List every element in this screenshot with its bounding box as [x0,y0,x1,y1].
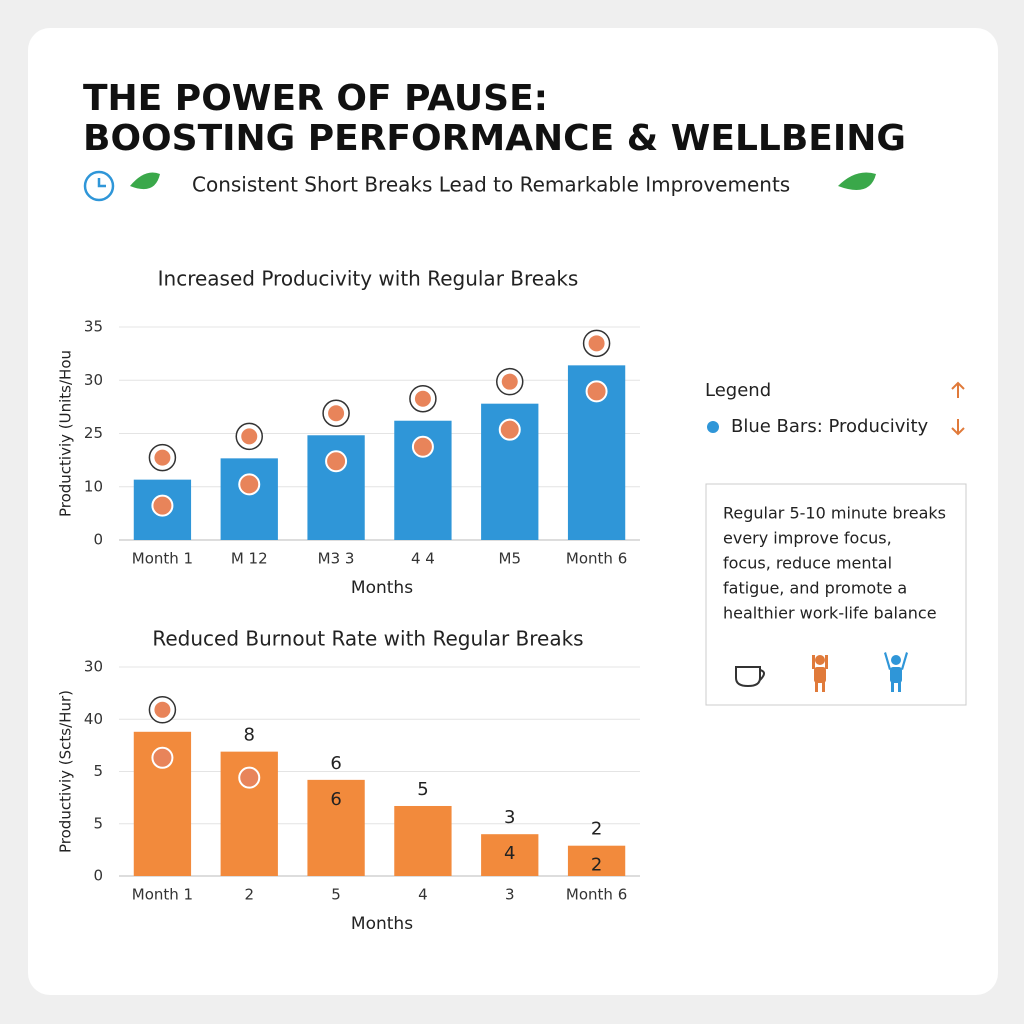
legend-item: Blue Bars: Producivity [731,416,928,437]
y-tick-label: 10 [84,477,103,495]
x-tick-label: Month 1 [132,886,193,904]
brain-icon [501,373,518,390]
note-line: focus, reduce mental [723,554,892,573]
y-tick-label: 0 [93,531,103,549]
y-axis-label: Productiviy (Scts/Hur) [57,690,75,853]
subtitle: Consistent Short Breaks Lead to Remarkab… [192,173,790,197]
title-line: THE POWER OF PAUSE: [83,78,548,119]
note-box [705,483,967,706]
x-axis-label: Months [351,914,413,934]
inner-label: 4 [504,843,515,864]
x-tick-label: 2 [244,886,254,904]
bar [394,805,452,876]
y-tick-label: 25 [84,424,103,442]
bar [567,845,626,876]
bar [481,834,539,876]
x-axis-label: Months [351,578,413,598]
x-tick-label: M3 3 [318,550,355,568]
y-tick-label: 35 [84,318,103,336]
brain-icon [241,428,258,445]
bar-label: 2 [591,819,602,840]
brain-icon [411,435,434,458]
note-line: Regular 5-10 minute breaks [723,504,946,523]
x-tick-label: Month 6 [566,550,627,568]
arrow-up [951,381,965,398]
x-tick-label: M 12 [231,550,268,568]
y-tick-label: 5 [93,814,103,832]
note-line: fatigue, and promote a [723,579,907,598]
brain-icon [151,494,174,517]
x-tick-label: 4 [418,886,428,904]
x-tick-label: Month 1 [132,550,193,568]
bar-label: 8 [244,725,255,746]
cup-icon [735,666,765,688]
brain-icon [414,390,431,407]
legend-swatch [707,421,719,433]
person-icon [884,652,908,692]
arrow-down [951,419,965,436]
leaf-icon [130,172,160,190]
brain-icon [238,766,261,789]
brain-icon [328,405,345,422]
leaf-icon [838,172,876,190]
chart-title: Increased Producivity with Regular Break… [158,267,579,291]
x-tick-label: M5 [499,550,522,568]
y-tick-label: 0 [93,867,103,885]
chart-title: Reduced Burnout Rate with Regular Breaks [152,627,583,651]
brain-icon [238,473,261,496]
bar [220,458,278,540]
bar-label: 6 [330,753,341,774]
note-line: healthier work-life balance [723,604,937,623]
brain-icon [588,335,605,352]
x-tick-label: 4 4 [411,550,435,568]
inner-label: 6 [330,789,341,810]
brain-icon [151,746,174,769]
x-tick-label: 5 [331,886,341,904]
brain-icon [498,418,521,441]
y-tick-label: 30 [84,658,103,676]
bar-label: 3 [504,807,515,828]
y-tick-label: 30 [84,371,103,389]
bar-label: 5 [417,779,428,800]
note-line: every improve focus, [723,529,892,548]
y-tick-label: 5 [93,762,103,780]
x-tick-label: 3 [505,886,515,904]
y-axis-label: Productiviy (Units/Hou [57,350,75,517]
inner-label: 2 [591,855,602,876]
y-tick-label: 40 [84,710,103,728]
bar [307,779,365,876]
title-line: BOOSTING PERFORMANCE & WELLBEING [83,118,906,159]
clock-icon [83,170,115,202]
person-icon [812,655,828,692]
brain-icon [325,450,348,473]
brain-icon [585,380,608,403]
legend-title: Legend [705,380,771,401]
brain-icon [154,449,171,466]
x-tick-label: Month 6 [566,886,627,904]
brain-icon [154,701,171,718]
